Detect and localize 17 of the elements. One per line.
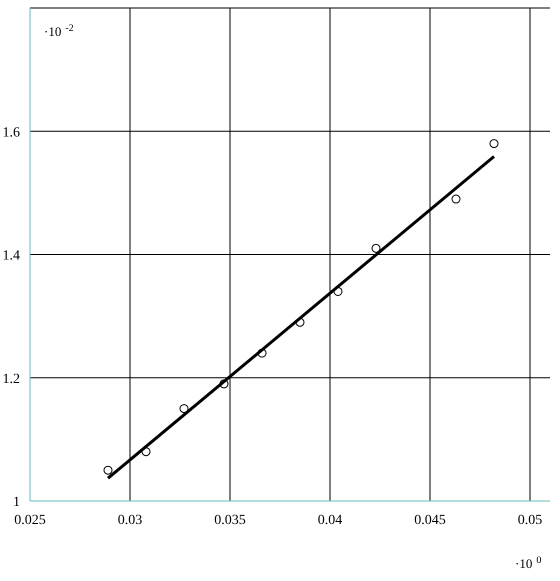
x-tick-label: 0.035 [214, 513, 246, 528]
x-tick-label: 0.03 [118, 513, 142, 528]
y-tick-label: 1.2 [2, 372, 20, 387]
point [372, 244, 380, 253]
text: ·10$^{0}$ [515, 554, 542, 571]
x-tick-label: 0.04 [318, 513, 342, 528]
y-tick-label: 1 [13, 495, 20, 510]
x-tick-label: 0.05 [518, 513, 542, 528]
point [452, 194, 460, 204]
x-tick-label: 0.025 [14, 513, 46, 528]
point [180, 404, 188, 414]
point [104, 466, 112, 475]
annotation: ·10$^{-2}$ [44, 22, 74, 39]
point [490, 139, 498, 148]
y-tick-label: 1.4 [2, 248, 20, 264]
y-tick-label: 1.6 [2, 125, 20, 140]
x-tick-label: 0.045 [414, 513, 446, 528]
